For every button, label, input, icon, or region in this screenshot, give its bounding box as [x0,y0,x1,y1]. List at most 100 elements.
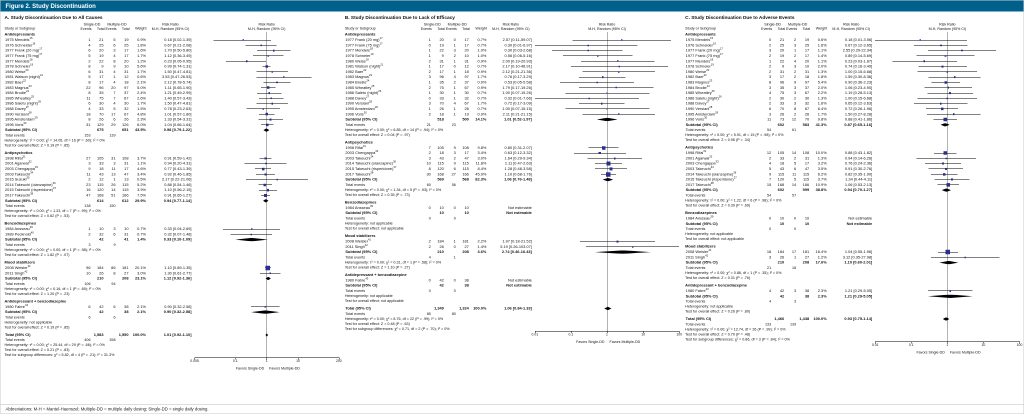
point-marker [615,86,617,89]
total-multiple-cell: 17 [124,48,129,53]
panel-c-title: C. Study Discontinuation Due to Adverse … [685,15,795,21]
study-label: 2003 Takeuchi34 [345,155,374,161]
diamond-marker [265,276,271,281]
events-multiple-cell: 3 [794,85,797,90]
total-single-cell: 33 [779,101,785,106]
plot-cell [875,282,1019,289]
axis-scale: 0.005 0.1 1 10 200 [190,357,342,367]
study-row: 1984 Ansseau39 0 10 0 10 Not estimable [345,205,679,211]
total-events-label: Total events [5,242,25,247]
total-single-cell: 184 [437,239,444,244]
study-label: 2003 Chengappa33 [685,160,719,166]
study-label: 2011 Singh42 [345,244,368,249]
total-single-cell: 30 [779,95,785,101]
total-single-cell: 70 [439,101,444,106]
weight-cell: 0.7% [477,64,487,69]
rr-text-cell: 0.65 [0.12-3.63] [844,101,873,106]
study-label: 1998 Rifai31 [685,150,707,156]
events-single-cell: 3 [88,242,91,247]
events-single-cell: 2 [428,239,431,244]
rr-text-cell: 2.57 [0.11-59.07] [502,37,532,43]
study-row: 1980 Fabre43 0 42 0 38 Not estimable [345,277,679,284]
total-multiple-cell: 17 [464,37,469,43]
events-single-cell: 18 [766,249,772,255]
weight-cell: 1.1% [817,58,827,64]
total-single-cell: 75 [99,95,104,101]
total-single-cell: 42 [439,283,444,288]
rr-text-cell: 1.70 [0.50-5.80] [164,48,192,53]
total-multiple-cell: 166 [121,193,129,198]
col-multiple-dd: Multiple-DD Events Total [786,22,811,31]
total-single-cell: 26 [439,106,444,111]
total-events-label: Total events [345,122,366,127]
total-single-cell: 18 [439,150,444,156]
total-single-cell: 26 [779,111,785,117]
col-risk-ratio-plot: Risk Ratio M-H, Random (95% CI) [928,22,967,31]
point-marker [270,97,273,100]
events-single-cell: 1 [428,64,431,69]
events-multiple-cell: 1 [453,111,456,117]
weight-cell: 0.9% [477,85,487,90]
plot-cell [875,243,1019,250]
events-multiple-cell: 1 [113,74,116,80]
plot-cell [535,171,679,177]
subtotal-label: Subtotal (95% CI) [345,210,378,216]
study-row: 2008 Weisler41 2 184 1 181 2.2% 1.97 [0.18-21.… [345,238,679,245]
axis-row: 0.01 0.1 1 10 100 [345,331,682,340]
events-single-cell: 1 [428,53,431,58]
weight-cell: 3.7% [817,177,827,182]
diamond-marker [940,123,950,127]
plot-cell [195,329,339,333]
events-single-cell: 1 [88,226,91,232]
plot-cell [535,182,679,188]
total-label: Total (95% CI) [345,306,371,311]
group-label: Mood stabilizers [344,233,376,239]
rr-text-cell: 0.88 [0.41-1.86] [844,117,873,122]
tick-label: 100 [1016,343,1023,347]
total-multiple-cell: 19 [124,37,129,43]
study-label: 2014 Takeuchi (olanzapine)36 [345,160,396,166]
weight-cell: 0.7% [477,90,487,96]
overall-effect-row-text: Test for overall effect: not applicable [344,225,404,231]
total-single-cell: 1,466 [774,316,785,322]
weight-cell: 3.4% [137,171,146,177]
plot-cell [195,270,339,276]
rr-text-cell: 1.06 [0.23-4.90] [844,85,873,90]
total-multiple-cell: 31 [124,231,129,237]
plot-cell [195,337,339,343]
total-single-cell: 22 [99,58,104,64]
point-marker [265,162,267,165]
plot-cell [535,254,679,260]
group-header-row: Antipsychotics [345,139,679,146]
favors-right-label: Favors Multiple-DD [609,339,641,345]
point-marker [601,76,604,78]
panel-c-column-headers: Study or Subgroup Single-DD Events Total … [685,22,1019,31]
rr-text-cell: 0.18 [0.01-3.56] [844,37,873,43]
overall-effect-row: Test for overall effect: Z = 0.62 (P = .… [5,213,339,219]
rr-text-cell: 1.04 [0.66-1.64] [164,122,192,127]
tick-label: 200 [336,359,342,363]
events-single-cell: 3 [428,155,431,161]
subtotal-row: Subtotal (95% CI) 614 612 29.9% 0.94 [0.77-1… [5,198,339,204]
rr-text-cell: 0.56 [0.06-5.16] [504,53,532,58]
panel-a-title: A. Study Discontinuation Due to All Caus… [4,15,103,21]
study-label: 1988 Davey27 [5,106,29,111]
plot-cell [195,137,339,143]
col-events: Events [761,26,773,31]
plot-cell [875,313,1019,317]
events-single-cell: 2 [769,95,772,101]
plot-cell [875,288,1019,294]
total-multiple-cell: 12 [464,64,469,69]
total-single-cell: 22 [439,48,444,53]
total-single-cell: 18 [439,111,444,117]
events-single-cell: 106 [84,281,91,286]
events-single-cell: 18 [86,111,91,117]
total-single-cell: 19 [99,53,104,58]
study-label: 1984 Brodie24 [5,90,30,96]
point-marker [271,70,274,73]
total-events-label: Total events [685,321,706,327]
tick-label: 0.1 [568,332,574,337]
study-row: 1977 Frank (20 mg)17 6 20 3 17 1.6% 1.70 [0.50… [5,47,339,54]
study-row: 1980 Weise20 6 31 4 31 1.7% 1.50 [0.47-4.81] [5,69,339,75]
total-events-row: Total events 21 23 [345,122,679,128]
